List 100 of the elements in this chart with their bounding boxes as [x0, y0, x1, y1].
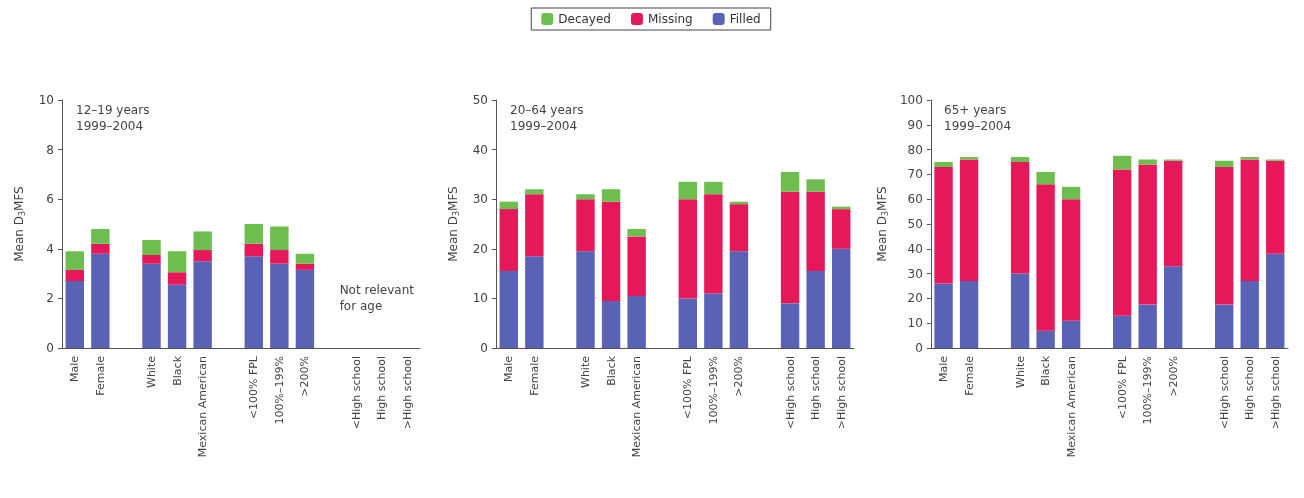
- bar: [601, 189, 621, 202]
- x-tick-label: <100% FPL: [247, 355, 261, 420]
- bar: [678, 199, 697, 299]
- bar: [1112, 169, 1132, 316]
- bar: [167, 272, 187, 285]
- bar: [1036, 171, 1055, 185]
- bar: [167, 251, 187, 273]
- x-tick-label: >200%: [1166, 356, 1180, 397]
- x-tick-label: White: [145, 355, 158, 388]
- x-tick-label: Mexican American: [1064, 355, 1078, 458]
- x-tick-label: >200%: [298, 356, 312, 397]
- bar: [806, 191, 825, 272]
- bar: [244, 224, 263, 244]
- bar: [65, 281, 84, 348]
- bar: [934, 283, 953, 348]
- x-tick-label: <100% FPL: [681, 355, 695, 420]
- bar: [832, 209, 851, 249]
- bar: [1240, 281, 1259, 348]
- bar: [499, 201, 518, 210]
- y-tick-label: 8: [46, 142, 54, 157]
- bar: [65, 269, 84, 282]
- bar: [1112, 315, 1132, 348]
- bar: [270, 250, 289, 264]
- x-tick-label: High school: [809, 356, 823, 421]
- bar: [627, 228, 646, 237]
- bar: [1240, 157, 1259, 160]
- bar: [295, 253, 315, 264]
- bar: [1010, 162, 1030, 274]
- x-tick-label: Black: [604, 355, 618, 386]
- bar: [167, 284, 187, 348]
- y-tick-label: 60: [907, 192, 923, 207]
- x-tick-label: High school: [1243, 356, 1257, 421]
- x-tick-label: White: [579, 355, 592, 388]
- bar: [1010, 273, 1030, 348]
- y-tick-label: 30: [472, 192, 488, 207]
- y-tick-label: 20: [907, 291, 923, 306]
- bar: [1112, 155, 1132, 170]
- y-tick-label: 40: [472, 142, 488, 157]
- annotation: 20–64 years 1999–2004: [510, 103, 584, 133]
- bar: [244, 256, 263, 348]
- y-tick-label: 0: [480, 341, 488, 355]
- bar: [729, 251, 749, 348]
- y-tick-label: 100: [899, 93, 923, 107]
- bar: [142, 263, 161, 348]
- x-tick-label: Black: [170, 355, 184, 386]
- bar: [1164, 160, 1183, 267]
- bar: [678, 298, 697, 348]
- legend-label: Filled: [729, 12, 761, 26]
- bar: [193, 261, 212, 348]
- bar: [832, 248, 851, 348]
- x-tick-label: Female: [527, 355, 541, 396]
- bar: [1215, 160, 1234, 167]
- bar: [1240, 159, 1259, 282]
- bar: [806, 179, 825, 192]
- x-tick-label: Mexican American: [196, 355, 210, 458]
- bar: [1061, 186, 1081, 200]
- y-tick-label: 10: [38, 93, 54, 107]
- x-tick-label: Mexican American: [630, 355, 644, 458]
- x-tick-label: 100%–199%: [1141, 356, 1155, 425]
- x-tick-label: Black: [1039, 355, 1053, 386]
- y-axis-title: Mean D3MFS: [12, 186, 27, 262]
- x-tick-label: Male: [68, 355, 82, 383]
- x-tick-label: <High school: [1217, 356, 1231, 430]
- annotation: Not relevant for age: [339, 283, 415, 313]
- x-tick-label: >High school: [400, 356, 414, 430]
- y-tick-label: 50: [472, 93, 488, 107]
- bar: [193, 250, 212, 262]
- bar: [1061, 199, 1081, 321]
- y-tick-label: 40: [907, 241, 923, 256]
- bar: [934, 166, 953, 284]
- bar: [1266, 253, 1285, 348]
- x-tick-label: Male: [937, 355, 951, 383]
- x-tick-label: Male: [502, 355, 516, 383]
- bar: [91, 228, 110, 244]
- x-tick-label: <High school: [783, 356, 797, 430]
- bar: [576, 251, 595, 348]
- bar: [525, 256, 544, 348]
- bar: [704, 194, 723, 294]
- bar: [65, 251, 84, 270]
- bar: [499, 271, 518, 348]
- bar: [525, 189, 544, 195]
- bar: [576, 199, 595, 252]
- y-tick-label: 20: [472, 241, 488, 256]
- x-tick-label: High school: [375, 356, 389, 421]
- bar: [806, 271, 825, 348]
- bar: [1164, 266, 1183, 348]
- y-tick-label: 2: [46, 291, 54, 306]
- x-tick-label: >High school: [834, 356, 848, 430]
- bar: [1010, 157, 1030, 162]
- bar: [729, 204, 749, 252]
- bar: [780, 303, 800, 348]
- bar: [1266, 160, 1285, 254]
- y-tick-label: 10: [907, 316, 923, 331]
- bar: [1138, 304, 1157, 348]
- y-tick-label: 80: [907, 142, 923, 157]
- bar: [499, 209, 518, 272]
- bar: [295, 269, 315, 348]
- y-tick-label: 90: [907, 117, 923, 132]
- bar: [678, 181, 697, 200]
- y-tick-label: 30: [907, 266, 923, 281]
